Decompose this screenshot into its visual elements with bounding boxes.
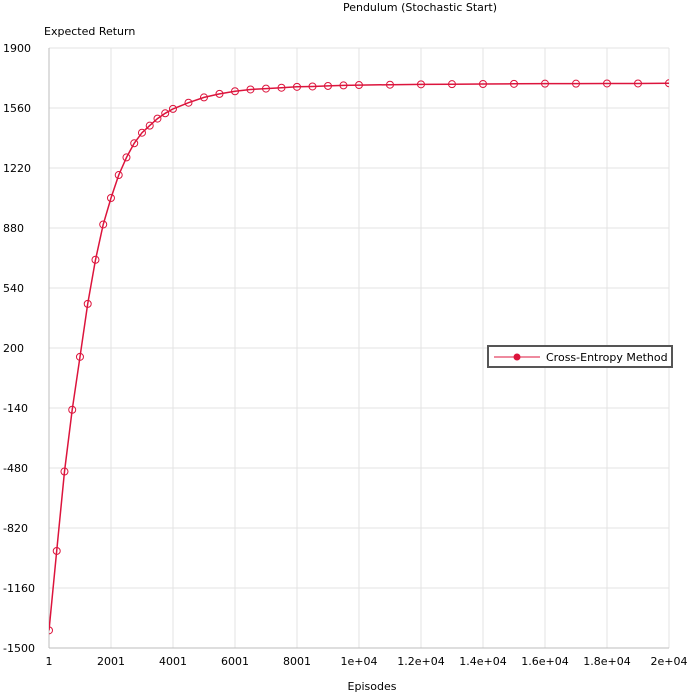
data-point bbox=[277, 83, 286, 92]
data-point bbox=[68, 405, 77, 414]
y-tick-label: 540 bbox=[3, 282, 24, 295]
data-point bbox=[323, 81, 332, 90]
x-tick-label: 6001 bbox=[221, 655, 249, 668]
x-tick-label: 1.4e+04 bbox=[459, 655, 506, 668]
x-tick-label: 1.6e+04 bbox=[521, 655, 568, 668]
data-point bbox=[130, 139, 139, 148]
legend-label-cross-entropy: Cross-Entropy Method bbox=[546, 351, 668, 364]
data-point bbox=[509, 79, 518, 88]
chart-title: Pendulum (Stochastic Start) bbox=[343, 1, 497, 14]
x-tick-labels: 1 2001 4001 6001 8001 1e+04 1.2e+04 1.4e+04 1.6e… bbox=[46, 655, 688, 668]
data-point bbox=[99, 220, 108, 229]
legend: Cross-Entropy Method bbox=[487, 345, 673, 368]
y-tick-labels: 1900 1560 1220 880 540 200 -140 -480 -820 -1160 -1… bbox=[3, 42, 35, 655]
data-point bbox=[540, 79, 549, 88]
data-point bbox=[52, 546, 61, 555]
x-tick-label: 2001 bbox=[97, 655, 125, 668]
data-point bbox=[161, 109, 170, 118]
data-point bbox=[571, 79, 580, 88]
data-point bbox=[246, 85, 255, 94]
x-tick-label: 1e+04 bbox=[340, 655, 377, 668]
data-point bbox=[145, 121, 154, 130]
y-tick-label: -1500 bbox=[3, 642, 35, 655]
data-point bbox=[106, 194, 115, 202]
data-point bbox=[416, 80, 425, 89]
data-point bbox=[308, 82, 317, 91]
y-axis-title: Expected Return bbox=[44, 25, 135, 38]
data-point bbox=[184, 98, 193, 107]
y-tick-label: -820 bbox=[3, 522, 28, 535]
data-point bbox=[230, 87, 239, 96]
data-point bbox=[261, 84, 270, 93]
data-point bbox=[447, 80, 456, 89]
data-point bbox=[153, 114, 162, 123]
grid bbox=[48, 47, 670, 649]
data-point bbox=[292, 82, 301, 91]
y-tick-label: -1160 bbox=[3, 582, 35, 595]
data-point bbox=[91, 255, 100, 264]
data-point bbox=[385, 80, 394, 89]
data-point bbox=[478, 80, 487, 88]
x-tick-label: 2e+04 bbox=[651, 655, 688, 668]
data-point bbox=[75, 352, 84, 361]
y-tick-label: 1560 bbox=[3, 102, 31, 115]
y-tick-label: -480 bbox=[3, 462, 28, 475]
data-point bbox=[83, 299, 92, 308]
series-cross-entropy bbox=[49, 79, 669, 635]
x-tick-label: 4001 bbox=[159, 655, 187, 668]
y-tick-label: -140 bbox=[3, 402, 28, 415]
y-tick-label: 200 bbox=[3, 342, 24, 355]
data-point bbox=[339, 81, 348, 90]
data-point bbox=[114, 171, 123, 180]
data-point bbox=[137, 128, 146, 137]
y-tick-label: 1220 bbox=[3, 162, 31, 175]
data-point bbox=[199, 93, 208, 102]
data-point bbox=[665, 79, 669, 88]
data-point bbox=[60, 467, 69, 476]
x-tick-label: 1.8e+04 bbox=[583, 655, 630, 668]
data-point bbox=[168, 104, 177, 113]
x-tick-label: 1 bbox=[46, 655, 53, 668]
legend-marker bbox=[513, 353, 521, 361]
data-point bbox=[215, 89, 224, 98]
x-axis-title: Episodes bbox=[348, 680, 397, 693]
x-tick-label: 1.2e+04 bbox=[397, 655, 444, 668]
x-tick-label: 8001 bbox=[283, 655, 311, 668]
data-point bbox=[602, 79, 611, 88]
y-tick-label: 1900 bbox=[3, 42, 31, 55]
data-point bbox=[122, 153, 131, 162]
plot-area bbox=[49, 79, 669, 635]
data-point bbox=[354, 81, 363, 90]
legend-box bbox=[487, 345, 673, 368]
series-line bbox=[49, 82, 669, 631]
y-tick-label: 880 bbox=[3, 222, 24, 235]
data-point bbox=[49, 626, 53, 635]
data-point bbox=[633, 79, 642, 88]
